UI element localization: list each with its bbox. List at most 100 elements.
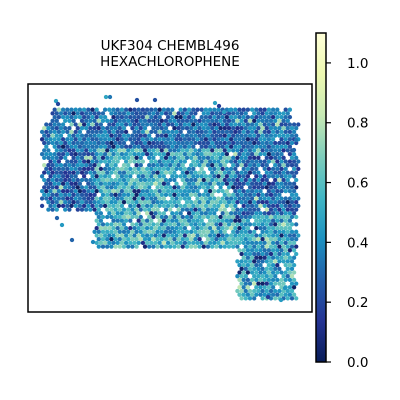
spot xyxy=(289,200,295,205)
spot xyxy=(165,181,171,186)
spot xyxy=(285,251,290,257)
spot xyxy=(136,188,141,194)
spot xyxy=(222,133,227,138)
spot xyxy=(220,211,225,216)
spot xyxy=(195,174,200,179)
spot xyxy=(210,207,215,212)
spot xyxy=(86,166,91,172)
spot xyxy=(214,126,219,131)
spot xyxy=(275,114,280,120)
spot xyxy=(186,129,192,135)
spot xyxy=(195,196,200,201)
spot xyxy=(159,148,164,153)
spot xyxy=(252,237,257,242)
spot xyxy=(287,292,293,297)
spot xyxy=(119,129,125,135)
spot xyxy=(126,192,131,197)
spot xyxy=(247,140,253,146)
spot xyxy=(294,200,299,205)
spot xyxy=(107,181,112,186)
spot xyxy=(180,148,185,153)
spot xyxy=(216,103,222,109)
colorbar-tick-label: 0.4 xyxy=(347,235,368,251)
spot xyxy=(241,292,246,297)
spot xyxy=(277,177,282,183)
spot xyxy=(235,111,240,116)
spot xyxy=(239,288,244,294)
spot xyxy=(197,148,202,153)
spot xyxy=(105,200,110,205)
spot xyxy=(102,166,108,172)
spot xyxy=(195,181,200,186)
spot xyxy=(182,225,188,231)
spot xyxy=(92,229,97,234)
spot xyxy=(115,233,120,238)
spot xyxy=(247,177,253,183)
spot xyxy=(237,196,242,201)
spot xyxy=(67,207,72,212)
spot xyxy=(182,107,188,112)
spot xyxy=(287,262,293,268)
spot xyxy=(254,114,259,120)
spot xyxy=(182,122,188,127)
spot xyxy=(56,129,62,135)
spot xyxy=(163,148,169,153)
spot xyxy=(77,122,83,127)
spot xyxy=(252,118,257,123)
spot xyxy=(86,188,91,194)
spot xyxy=(285,163,290,168)
spot xyxy=(121,222,127,227)
spot xyxy=(254,240,259,246)
spot xyxy=(140,174,146,179)
spot xyxy=(294,281,299,286)
spot xyxy=(268,185,274,190)
spot xyxy=(155,177,160,183)
spot xyxy=(258,240,263,246)
spot xyxy=(285,111,290,116)
spot xyxy=(252,229,257,234)
spot xyxy=(281,111,286,116)
spot xyxy=(249,277,255,283)
spot xyxy=(224,240,230,246)
spot xyxy=(249,151,255,157)
spot xyxy=(193,133,198,138)
spot xyxy=(178,129,183,135)
spot xyxy=(237,285,242,290)
spot xyxy=(197,200,202,205)
spot xyxy=(289,126,295,131)
spot xyxy=(81,166,87,172)
spot xyxy=(243,259,248,264)
spot xyxy=(165,218,171,223)
spot xyxy=(237,151,242,157)
spot xyxy=(138,163,143,168)
spot xyxy=(258,270,263,275)
spot xyxy=(247,126,253,131)
spot xyxy=(86,137,91,142)
spot xyxy=(233,114,238,120)
spot xyxy=(71,140,76,146)
spot xyxy=(96,126,101,131)
spot xyxy=(275,262,280,268)
spot xyxy=(176,214,181,220)
spot xyxy=(130,192,135,197)
spot xyxy=(205,200,211,205)
spot xyxy=(283,166,288,172)
spot xyxy=(191,166,196,172)
spot xyxy=(212,225,217,231)
spot xyxy=(109,133,114,138)
spot xyxy=(220,137,225,142)
spot xyxy=(123,211,129,216)
spot xyxy=(268,251,274,257)
spot xyxy=(119,114,125,120)
spot xyxy=(243,281,248,286)
spot xyxy=(168,229,173,234)
spot xyxy=(245,114,251,120)
spot xyxy=(39,137,45,142)
spot xyxy=(197,185,202,190)
spot xyxy=(220,233,225,238)
spot xyxy=(75,133,80,138)
spot xyxy=(136,233,141,238)
spot xyxy=(180,111,185,116)
spot xyxy=(182,233,188,238)
spot xyxy=(165,129,171,135)
